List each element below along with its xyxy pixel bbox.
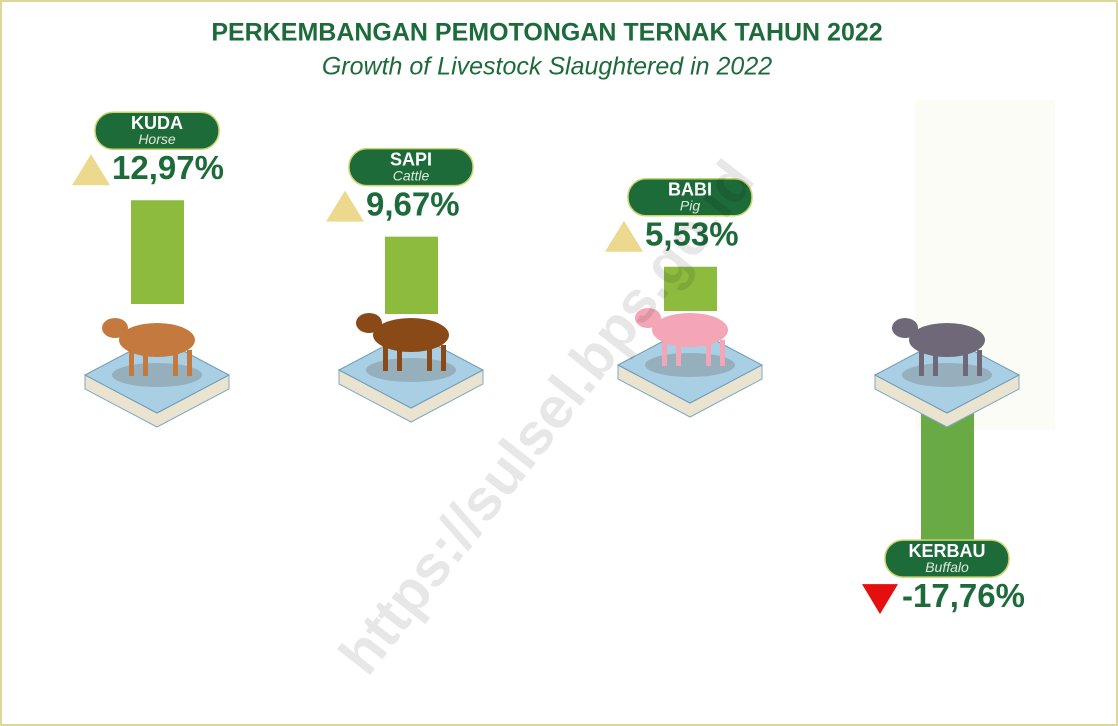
animal-leg — [919, 350, 924, 376]
animal-leg — [143, 350, 148, 376]
animal-leg — [706, 340, 711, 366]
label-pill — [884, 539, 1010, 578]
label-pill — [348, 147, 474, 187]
platform — [873, 336, 1021, 428]
animal-leg — [187, 350, 192, 376]
animal-head — [635, 308, 661, 328]
animal-leg — [933, 350, 938, 376]
up-triangle — [605, 220, 643, 252]
animal-leg — [427, 345, 432, 371]
animal-leg — [963, 350, 968, 376]
down-triangle — [862, 584, 898, 615]
category-subtitle: Buffalo — [925, 559, 969, 575]
up-triangle — [72, 154, 110, 186]
animal-leg — [676, 340, 681, 366]
bar — [664, 266, 717, 311]
platform — [616, 326, 764, 418]
animal-leg — [662, 340, 667, 366]
label-pill — [94, 111, 220, 150]
value-label: -17,76% — [902, 577, 1025, 614]
category-label: KERBAU — [908, 541, 985, 561]
animal-head — [356, 313, 382, 333]
animal-leg — [173, 350, 178, 376]
shadow — [366, 358, 456, 382]
animal-body — [909, 323, 985, 357]
up-triangle — [326, 190, 364, 222]
animal-body — [373, 318, 449, 352]
shadow — [112, 363, 202, 387]
animal-leg — [441, 345, 446, 371]
category-subtitle: Horse — [138, 131, 176, 147]
category-subtitle: Cattle — [393, 167, 430, 183]
value-label: 12,97% — [112, 149, 224, 186]
category-label: KUDA — [131, 113, 183, 133]
animal-body — [119, 323, 195, 357]
animal-body — [652, 313, 728, 347]
chart-title: PERKEMBANGAN PEMOTONGAN TERNAK TAHUN 202… — [211, 19, 882, 47]
category-subtitle: Pig — [680, 197, 700, 213]
animal-leg — [977, 350, 982, 376]
animal-leg — [129, 350, 134, 376]
value-label: 5,53% — [645, 215, 739, 252]
animal-head — [102, 318, 128, 338]
bar — [131, 200, 184, 304]
category-label: BABI — [668, 180, 712, 200]
shadow — [902, 363, 992, 387]
animal-leg — [720, 340, 725, 366]
chart-subtitle: Growth of Livestock Slaughtered in 2022 — [322, 53, 772, 81]
animal-head — [892, 318, 918, 338]
shadow — [645, 353, 735, 377]
category-label: SAPI — [390, 149, 432, 169]
label-pill — [627, 178, 753, 217]
value-label: 9,67% — [366, 185, 460, 222]
platform — [337, 331, 485, 423]
bar — [385, 236, 438, 314]
animal-leg — [397, 345, 402, 371]
animal-leg — [383, 345, 388, 371]
